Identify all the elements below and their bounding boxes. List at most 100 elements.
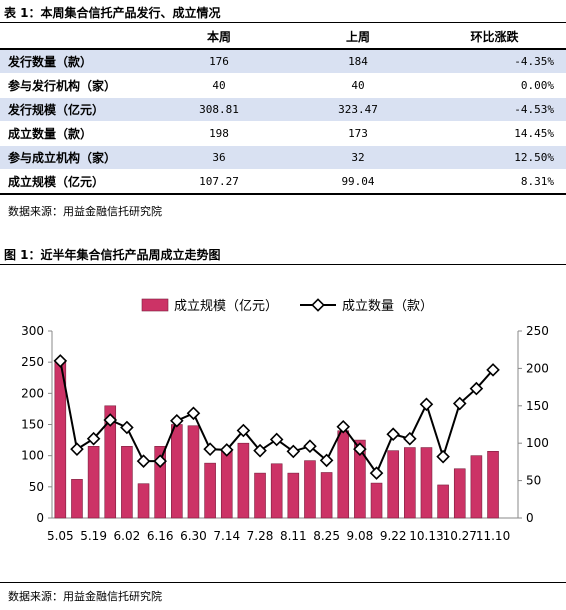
bar xyxy=(104,405,117,519)
bar xyxy=(404,447,416,519)
row-label: 参与成立机构（家） xyxy=(0,145,145,170)
column-header-this-week: 本周 xyxy=(145,24,293,50)
bar xyxy=(337,430,350,519)
x-tick-label: 6.16 xyxy=(147,529,174,543)
bar xyxy=(387,450,399,519)
this-week-cell: 198 xyxy=(145,121,293,146)
line-point xyxy=(120,420,134,435)
line-point xyxy=(136,454,151,468)
table-header-row: 本周 上周 环比涨跌 xyxy=(0,24,566,50)
summary-table: 本周 上周 环比涨跌 发行数量（款） 176 184 -4.35% 参与发行机构… xyxy=(0,24,566,195)
bar xyxy=(237,442,250,519)
x-tick-label: 7.14 xyxy=(213,529,240,543)
this-week-cell: 36 xyxy=(145,145,293,170)
line-point xyxy=(86,431,101,446)
line-point xyxy=(153,454,167,468)
bar xyxy=(420,447,433,519)
legend-bar-swatch xyxy=(141,298,169,312)
row-label: 发行规模（亿元） xyxy=(0,97,145,122)
y-left-tick-label: 0 xyxy=(36,511,44,525)
y-right-tick-label: 0 xyxy=(526,511,534,525)
chart: 成立规模（亿元） 成立数量（款） 0 50 100 150 200 250 300 0 50 100 1… xyxy=(21,298,549,543)
table-row: 成立规模（亿元） 107.27 99.04 8.31% xyxy=(0,169,566,195)
y-left-tick-label: 150 xyxy=(21,418,44,432)
last-week-cell: 184 xyxy=(293,49,423,74)
line-point xyxy=(436,449,450,464)
line-point xyxy=(319,453,334,468)
last-week-cell: 32 xyxy=(293,145,423,170)
x-tick-label: 9.08 xyxy=(347,529,374,543)
line-point xyxy=(103,413,118,427)
line-point xyxy=(386,427,400,442)
table-row: 参与发行机构（家） 40 40 0.00% xyxy=(0,73,566,98)
this-week-cell: 308.81 xyxy=(145,97,293,122)
line-point xyxy=(369,466,384,480)
figure-caption-rule xyxy=(0,264,566,265)
row-label: 参与发行机构（家） xyxy=(0,73,145,98)
line-point xyxy=(203,442,217,456)
bar xyxy=(370,482,383,519)
y-right-tick-label: 150 xyxy=(526,399,549,413)
y-left-tick-label: 200 xyxy=(21,386,44,400)
line-point xyxy=(353,442,367,456)
table-caption: 表 1：本周集合信托产品发行、成立情况 xyxy=(4,6,221,20)
line-point xyxy=(236,423,251,438)
bar xyxy=(437,484,449,519)
x-tick-label: 7.28 xyxy=(247,529,274,543)
y-left-tick-label: 250 xyxy=(21,355,44,369)
last-week-cell: 40 xyxy=(293,73,423,98)
bar xyxy=(154,446,166,519)
bar xyxy=(304,460,316,519)
caption-rule xyxy=(0,22,566,23)
x-tick-label: 11.10 xyxy=(476,529,510,543)
last-week-cell: 99.04 xyxy=(293,169,423,195)
bar xyxy=(470,455,483,519)
change-cell: -4.35% xyxy=(423,49,566,74)
bar xyxy=(137,483,150,519)
line-point xyxy=(170,413,184,428)
line-point xyxy=(219,443,234,457)
x-tick-label: 5.05 xyxy=(47,529,74,543)
line-point xyxy=(469,381,484,396)
x-tick-label: 6.30 xyxy=(180,529,207,543)
footer-rule xyxy=(0,582,566,583)
y-right-tick-label: 200 xyxy=(526,361,549,375)
column-header-change: 环比涨跌 xyxy=(423,24,566,50)
table-row: 成立数量（款） 198 173 14.45% xyxy=(0,121,566,146)
change-cell: 12.50% xyxy=(423,145,566,170)
change-cell: 0.00% xyxy=(423,73,566,98)
bar xyxy=(320,472,333,519)
x-tick-label: 10.13 xyxy=(409,529,443,543)
x-tick-label: 5.19 xyxy=(80,529,107,543)
bar xyxy=(287,472,300,519)
y-left-tick-label: 100 xyxy=(21,449,44,463)
legend-line-marker xyxy=(311,298,325,312)
y-right-tick-label: 100 xyxy=(526,436,549,450)
row-label: 成立数量（款） xyxy=(0,121,145,146)
y-left-tick-label: 300 xyxy=(21,324,44,338)
change-cell: 14.45% xyxy=(423,121,566,146)
bar xyxy=(270,463,283,519)
column-header-label xyxy=(0,24,145,50)
x-tick-label: 8.25 xyxy=(313,529,340,543)
line-point xyxy=(403,431,417,446)
last-week-cell: 323.47 xyxy=(293,97,423,122)
bar xyxy=(171,424,183,519)
row-label: 发行数量（款） xyxy=(0,49,145,74)
line-point xyxy=(269,432,284,447)
figure-source-note: 数据来源：用益金融信托研究院 xyxy=(8,590,162,603)
change-cell: -4.53% xyxy=(423,97,566,122)
bar xyxy=(220,450,233,519)
bar xyxy=(254,472,266,519)
x-tick-label: 9.22 xyxy=(380,529,407,543)
line-point xyxy=(452,396,467,411)
line-point xyxy=(253,443,267,458)
bar xyxy=(487,451,499,519)
bar xyxy=(71,479,83,519)
bar xyxy=(453,468,466,519)
y-left-tick-label: 50 xyxy=(29,480,44,494)
table-row: 发行数量（款） 176 184 -4.35% xyxy=(0,49,566,74)
line-point xyxy=(303,439,317,453)
line-point xyxy=(486,363,500,377)
bar xyxy=(354,439,366,519)
